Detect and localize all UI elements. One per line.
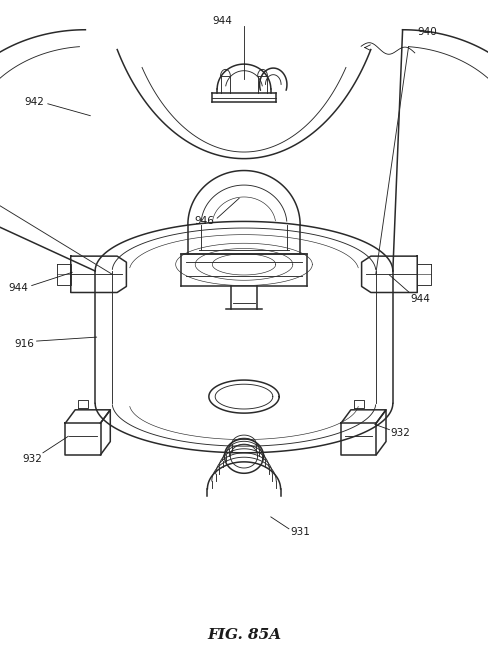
Text: 944: 944 bbox=[212, 16, 232, 26]
Text: 916: 916 bbox=[15, 338, 35, 349]
Text: 940: 940 bbox=[417, 26, 437, 37]
Text: 942: 942 bbox=[24, 97, 44, 108]
Text: FIG. 85A: FIG. 85A bbox=[207, 627, 281, 642]
Text: 931: 931 bbox=[290, 527, 310, 537]
Text: 944: 944 bbox=[9, 282, 29, 293]
Text: 946: 946 bbox=[195, 216, 215, 227]
Text: 932: 932 bbox=[390, 428, 410, 438]
Text: 944: 944 bbox=[410, 293, 430, 304]
Text: 932: 932 bbox=[22, 454, 42, 465]
